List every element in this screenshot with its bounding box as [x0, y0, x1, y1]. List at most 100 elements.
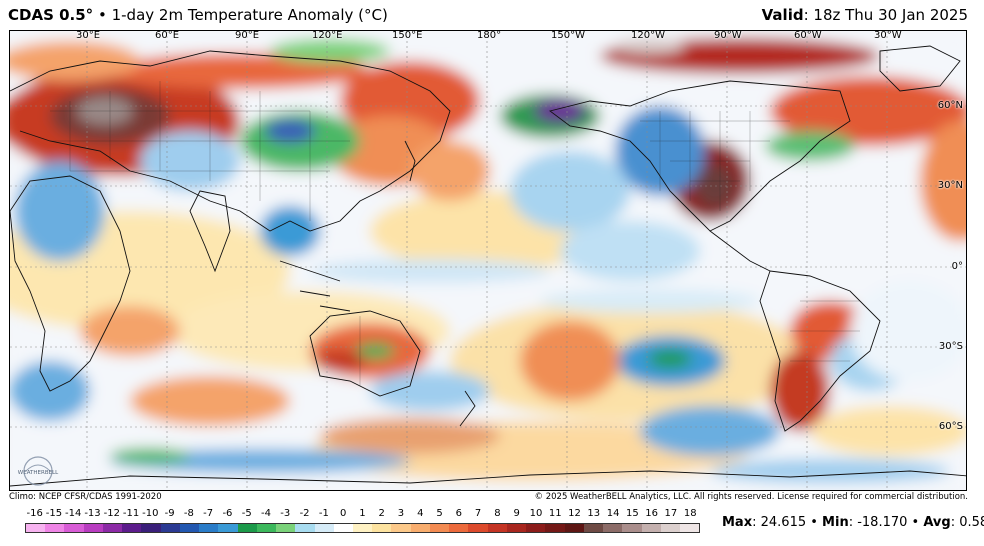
colorbar-segment — [583, 524, 604, 532]
climo-note: Climo: NCEP CFSR/CDAS 1991-2020 — [9, 492, 162, 502]
colorbar-tick-label: 8 — [494, 508, 501, 519]
valid-value: : 18z Thu 30 Jan 2025 — [803, 6, 968, 24]
max-value: : 24.615 • — [752, 515, 823, 530]
colorbar-tick-label: 16 — [645, 508, 658, 519]
avg-label: Avg — [923, 515, 951, 530]
lat-label-30n: 30°N — [937, 180, 963, 191]
colorbar-segment — [641, 524, 661, 532]
header: CDAS 0.5° • 1-day 2m Temperature Anomaly… — [0, 0, 984, 30]
colorbar-tick-label: -15 — [45, 508, 63, 519]
colorbar-segment — [199, 524, 219, 532]
colorbar-tick-label: 6 — [455, 508, 463, 519]
colorbar-tick-label: -16 — [26, 508, 43, 519]
colorbar-tick-label: -8 — [183, 508, 194, 519]
colorbar-tick-label: 9 — [513, 508, 520, 519]
lon-label-30w: 30°W — [874, 30, 902, 41]
colorbar-segment — [122, 524, 142, 532]
colorbar-segment — [26, 524, 46, 532]
lon-label-120w: 120°W — [631, 30, 665, 41]
colorbar-tick-label: -14 — [65, 508, 82, 519]
colorbar-segment — [102, 524, 123, 532]
lat-label-60n: 60°N — [937, 100, 963, 111]
colorbar-segment — [603, 524, 623, 532]
anomaly-map: 30°E 60°E 90°E 120°E 150°E 180° 150°W 12… — [9, 30, 967, 491]
colorbar-tick-label: 12 — [568, 508, 581, 519]
colorbar-segment — [487, 524, 507, 532]
colorbar-tick-label: 1 — [359, 508, 366, 519]
colorbar — [25, 523, 700, 533]
colorbar-segment — [314, 524, 334, 532]
field-name: 1-day 2m Temperature Anomaly (°C) — [111, 6, 388, 24]
colorbar-segment — [679, 524, 700, 532]
colorbar-tick-label: -3 — [280, 508, 291, 519]
colorbar-segment — [141, 524, 161, 532]
lat-label-60s: 60°S — [938, 421, 963, 432]
colorbar-tick-label: 7 — [474, 508, 482, 519]
colorbar-segment — [160, 524, 180, 532]
colorbar-segment — [449, 524, 469, 532]
colorbar-segment — [468, 524, 488, 532]
graticule — [10, 31, 966, 490]
coastlines — [10, 45, 966, 487]
colorbar-segment — [660, 524, 680, 532]
min-value: : -18.170 • — [848, 515, 924, 530]
copyright-note: © 2025 WeatherBELL Analytics, LLC. All r… — [534, 492, 968, 502]
lon-label-30e: 30°E — [76, 30, 101, 41]
lon-label-150e: 150°E — [392, 30, 423, 41]
colorbar-segment — [218, 524, 238, 532]
valid-label: Valid — [761, 6, 804, 24]
title-separator: • — [97, 6, 107, 24]
colorbar-segment — [276, 524, 296, 532]
valid-time: Valid: 18z Thu 30 Jan 2025 — [762, 6, 968, 24]
colorbar-segment — [526, 524, 546, 532]
colorbar-segment — [622, 524, 642, 532]
colorbar-segment — [333, 524, 353, 532]
colorbar-tick-label: -4 — [261, 508, 271, 519]
colorbar-ticks: -16 -15 -14 -13 -12 -11 -10 -9 -8 -7 -6 -5 -4 -3 -2 -1 0… — [25, 508, 700, 522]
degree-symbol: ° — [85, 6, 94, 24]
svg-text:WEATHERBELL: WEATHERBELL — [18, 470, 59, 476]
lat-label-0: 0° — [951, 261, 963, 272]
colorbar-tick-label: -13 — [84, 508, 101, 519]
colorbar-segment — [352, 524, 373, 532]
colorbar-tick-label: -10 — [142, 508, 159, 519]
colorbar-tick-label: -9 — [164, 508, 175, 519]
borders — [50, 81, 860, 386]
colorbar-tick-label: 18 — [683, 508, 697, 519]
colorbar-segment — [429, 524, 450, 532]
colorbar-segment — [64, 524, 84, 532]
colorbar-segment — [237, 524, 257, 532]
max-label: Max — [722, 515, 753, 530]
colorbar-segment — [372, 524, 392, 532]
lon-label-90e: 90°E — [235, 30, 260, 41]
colorbar-tick-label: 2 — [378, 508, 385, 519]
colorbar-segment — [564, 524, 584, 532]
colorbar-tick-label: 0 — [339, 508, 347, 519]
lon-label-60w: 60°W — [794, 30, 822, 41]
colorbar-tick-label: 13 — [587, 508, 601, 519]
colorbar-segment — [410, 524, 430, 532]
colorbar-segment — [179, 524, 200, 532]
avg-value: : 0.589 — [950, 515, 984, 530]
colorbar-segment — [545, 524, 565, 532]
colorbar-tick-label: -2 — [299, 508, 310, 519]
colorbar-tick-label: -5 — [241, 508, 252, 519]
colorbar-segment — [45, 524, 65, 532]
colorbar-segment — [391, 524, 411, 532]
colorbar-tick-label: -12 — [103, 508, 120, 519]
anomaly-field — [10, 31, 966, 490]
colorbar-tick-label: 11 — [548, 508, 562, 519]
colorbar-segment — [83, 524, 103, 532]
colorbar-tick-label: 4 — [417, 508, 424, 519]
colorbar-tick-label: 17 — [664, 508, 678, 519]
lon-label-90w: 90°W — [714, 30, 742, 41]
weatherbell-logo: WEATHERBELL — [16, 455, 60, 487]
min-label: Min — [822, 515, 849, 530]
model-name: CDAS 0.5 — [8, 6, 86, 24]
lon-label-150w: 150°W — [551, 30, 585, 41]
colorbar-tick-label: -6 — [222, 508, 233, 519]
colorbar-tick-label: 10 — [529, 508, 543, 519]
colorbar-tick-label: -11 — [122, 508, 140, 519]
lon-label-180: 180° — [477, 30, 502, 41]
lon-label-60e: 60°E — [155, 30, 180, 41]
